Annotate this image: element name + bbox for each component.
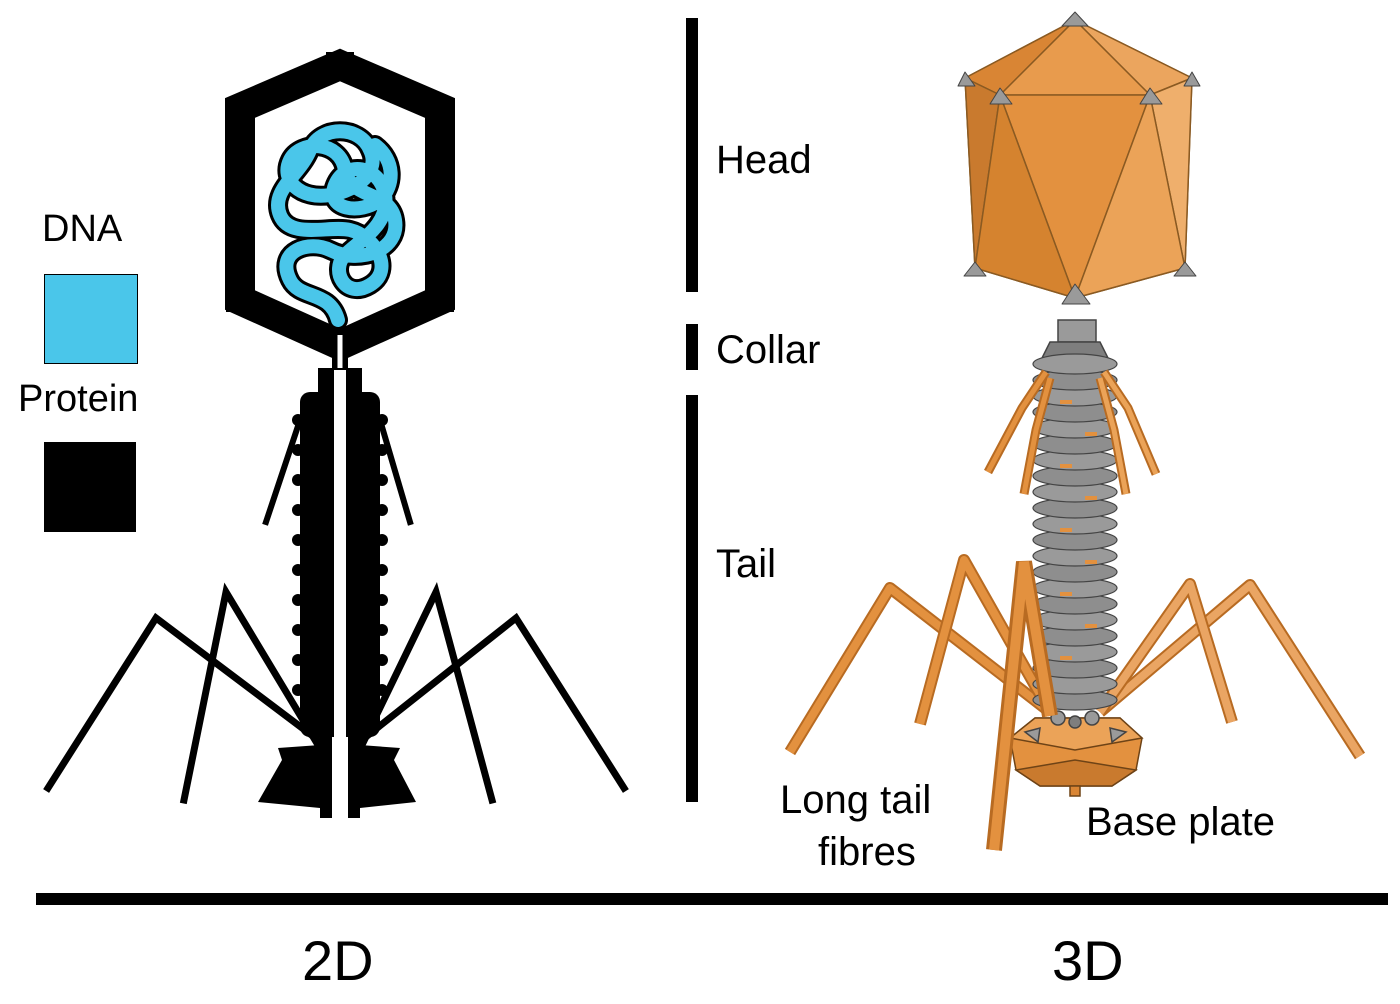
bottom-divider: [36, 893, 1388, 905]
phage-3d-collar: [1040, 319, 1110, 359]
phage-3d-front-fibre: [986, 560, 1058, 851]
phage-2d-dna: [268, 121, 406, 330]
phage-3d-sheath-accents: [1060, 400, 1097, 660]
legend-dna-swatch: [44, 274, 138, 364]
label-tail: Tail: [716, 542, 777, 586]
phage-2d: [43, 48, 629, 818]
part-indicator-bars: [686, 18, 698, 802]
view-label-2d: 2D: [302, 929, 374, 992]
legend-protein-swatch: [44, 442, 136, 532]
phage-3d-head: [957, 11, 1201, 305]
phage-2d-head-corners: [226, 52, 454, 312]
tail-bar: [686, 395, 698, 802]
label-base-plate: Base plate: [1086, 800, 1276, 844]
view-label-3d: 3D: [1052, 929, 1124, 992]
label-long-tail-fibres-line1: Long tail: [780, 778, 932, 822]
phage-3d-base-plate: [1008, 710, 1144, 797]
label-collar: Collar: [716, 328, 821, 372]
phage-2d-long-fibres: [43, 582, 629, 805]
head-bar: [686, 18, 698, 292]
label-head: Head: [716, 138, 812, 182]
phage-3d: [784, 11, 1366, 851]
phage-2d-sheath-ridges: [292, 414, 388, 696]
collar-bar: [686, 324, 698, 370]
phage-3d-whiskers: [984, 369, 1161, 495]
legend-dna-label: DNA: [42, 208, 123, 250]
phage-2d-short-fibres: [262, 416, 414, 526]
legend-protein-label: Protein: [18, 378, 139, 420]
label-long-tail-fibres-line2: fibres: [818, 830, 916, 874]
phage-3d-tail-sheath: [1032, 353, 1118, 711]
phage-2d-base-plate: [258, 745, 320, 808]
